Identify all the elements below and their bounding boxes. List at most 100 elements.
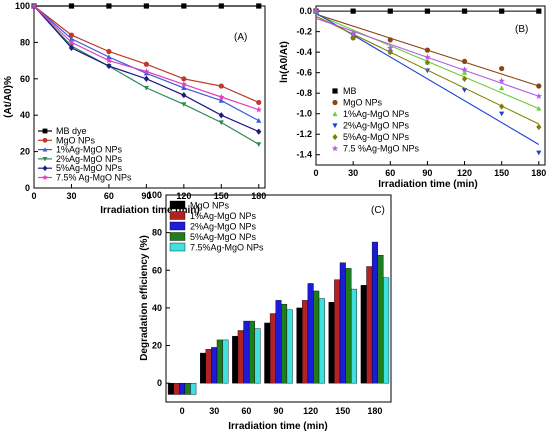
panel-c-bar (296, 307, 303, 384)
panel-a-label: (A) (234, 32, 247, 43)
panel-a-data-point (143, 61, 149, 67)
panel-a-data-point (143, 3, 149, 9)
panel-c-bar (248, 320, 255, 384)
panel-c-bar (350, 288, 357, 384)
panel-a: (A) Irradiation time (min) (At/A0)% 0 30 6… (3, 1, 266, 216)
panel-c-bar (339, 262, 346, 384)
panel-a-data-point (30, 2, 38, 9)
panel-a-data-point (181, 102, 187, 107)
panel-b-data-point (349, 30, 357, 37)
panel-a-data-point (68, 39, 75, 46)
panel-a-x-tick-label: 30 (66, 191, 76, 201)
panel-b-data-point (424, 47, 431, 53)
panel-b-legend-marker (332, 123, 338, 129)
panel-c-y-tick-label: 80 (152, 228, 162, 238)
panel-c-bar (232, 335, 239, 384)
panel-a-data-point (143, 75, 149, 82)
panel-b-x-tick-label: 150 (494, 168, 509, 178)
panel-b-x-tick-label: 30 (348, 168, 358, 178)
panel-a-legend-label: 2%Ag-MgO NPs (56, 154, 123, 164)
panel-a-x-tick-label: 60 (104, 191, 114, 201)
panel-a-x-tick-label: 120 (176, 191, 191, 201)
panel-b-legend-marker (332, 111, 338, 117)
panel-a-legend-label: 1%Ag-MgO NPs (56, 145, 123, 155)
panel-b: (B) Irradiation time (min) ln(A0/At) 0 30… (279, 5, 546, 190)
panel-b-data-point (498, 77, 505, 84)
panel-a-legend-marker (42, 165, 48, 172)
panel-a-data-point (143, 85, 149, 91)
panel-b-legend-label: MB (343, 86, 357, 96)
panel-a-data-point (106, 48, 112, 55)
panel-b-data-point (350, 8, 356, 14)
panel-a-data-point (68, 44, 75, 51)
panel-c-bar (184, 382, 191, 395)
panel-b-data-point (499, 103, 505, 110)
panel-a-ylabel: (At/A0)% (3, 76, 14, 118)
panel-b-y-tick-label: -0.2 (296, 27, 312, 37)
panel-c-x-tick-label: 120 (303, 406, 318, 416)
panel-c-bar (383, 277, 390, 384)
panel-c-x-tick-label: 90 (273, 406, 283, 416)
panel-c-x-tick-label: 60 (241, 406, 251, 416)
panel-a-data-point (106, 3, 112, 9)
panel-b-y-tick-label: -0.4 (296, 47, 312, 57)
panel-a-legend-marker (42, 174, 48, 181)
panel-c-bar (179, 382, 186, 395)
panel-b-data-point (536, 150, 542, 156)
panel-c-bar (366, 266, 373, 384)
panel-a-legend-label: MgO NPs (56, 135, 96, 145)
panel-a-legend-marker (42, 147, 48, 152)
panel-b-data-point (350, 34, 356, 41)
panel-b-x-tick-label: 120 (457, 168, 472, 178)
panel-c-bar (377, 255, 384, 384)
panel-b-data-point (461, 75, 468, 82)
panel-a-data-point (256, 128, 262, 135)
panel-a-data-point (218, 112, 224, 119)
panel-a-data-point (181, 3, 187, 9)
panel-b-legend-label: 1%Ag-MgO NPs (343, 109, 410, 119)
panel-a-legend-label: MB dye (56, 126, 87, 136)
panel-b-x-tick-label: 90 (422, 168, 432, 178)
panel-a-data-point (218, 93, 225, 100)
panel-c-bar (313, 290, 320, 384)
panel-a-data-point (256, 118, 262, 123)
panel-c-legend-swatch (169, 232, 186, 241)
panel-a-y-tick-label: 0 (25, 183, 30, 193)
panel-a-data-point (256, 99, 262, 106)
panel-b-data-point (461, 8, 468, 14)
panel-b-data-point (535, 92, 543, 100)
panel-b-data-point (424, 8, 431, 14)
panel-a-y-tick-label: 80 (20, 37, 30, 47)
panel-a-data-point (68, 32, 75, 38)
panel-c-bar (371, 241, 378, 384)
panel-b-data-point (424, 59, 431, 66)
panel-a-y-tick-label: 60 (20, 74, 30, 84)
panel-c-x-tick-label: 0 (180, 406, 185, 416)
panel-a-x-tick-label: 90 (141, 191, 151, 201)
panel-a-series-line (33, 5, 259, 111)
panel-c-frame (165, 194, 392, 403)
panel-b-legend-label: 5%Ag-MgO NPs (343, 132, 410, 142)
panel-a-data-point (218, 3, 224, 9)
panel-a-legend-marker (42, 137, 48, 143)
panel-b-legend-marker (331, 145, 339, 152)
panel-b-ylabel: ln(A0/At) (279, 41, 290, 83)
panel-c-bar (269, 313, 276, 384)
panel-b-y-tick-label: -0.6 (296, 68, 312, 78)
panel-b-data-point (461, 58, 468, 64)
panel-c-legend-swatch (169, 200, 186, 210)
panel-c-legend-label: 5%Ag-MgO NPs (190, 232, 257, 242)
panel-b-data-point (499, 65, 505, 72)
panel-c-bar (318, 298, 325, 384)
panel-a-data-point (106, 62, 112, 70)
panel-c-bar (190, 382, 197, 395)
panel-c-bar (286, 309, 293, 384)
panel-c-bar (360, 285, 367, 384)
panel-b-data-point (536, 8, 542, 14)
panel-a-y-tick-label: 20 (20, 147, 30, 157)
panel-a-data-point (218, 120, 224, 126)
panel-a-data-point (181, 85, 187, 90)
panel-a-data-point (143, 70, 149, 76)
panel-a-data-point (180, 80, 188, 87)
panel-c-y-tick-label: 60 (152, 265, 162, 275)
